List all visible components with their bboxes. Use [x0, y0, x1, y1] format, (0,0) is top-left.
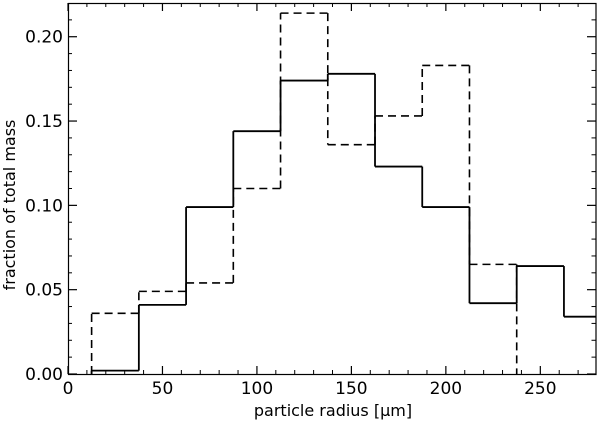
solid-series — [90, 72, 596, 374]
x-tick-label: 0 — [63, 379, 74, 399]
y-tick-label: 0.10 — [25, 196, 63, 216]
x-tick-label: 250 — [524, 379, 556, 399]
x-tick-label: 100 — [241, 379, 273, 399]
x-tick-label: 150 — [335, 379, 367, 399]
x-tick-label: 200 — [430, 379, 462, 399]
x-tick-label: 50 — [152, 379, 174, 399]
y-tick-label: 0.20 — [25, 28, 63, 48]
ticks-layer: 0 50 100 150 200 250 0.00 0.05 0.10 0.15 0.20 — [25, 3, 596, 399]
y-tick-label: 0.05 — [25, 281, 63, 301]
series-layer — [90, 12, 596, 374]
dashed-series — [90, 12, 518, 374]
y-axis-label: fraction of total mass — [0, 120, 19, 291]
x-axis-label: particle radius [μm] — [254, 401, 412, 420]
y-tick-label: 0.00 — [25, 365, 63, 385]
y-tick-label: 0.15 — [25, 112, 63, 132]
